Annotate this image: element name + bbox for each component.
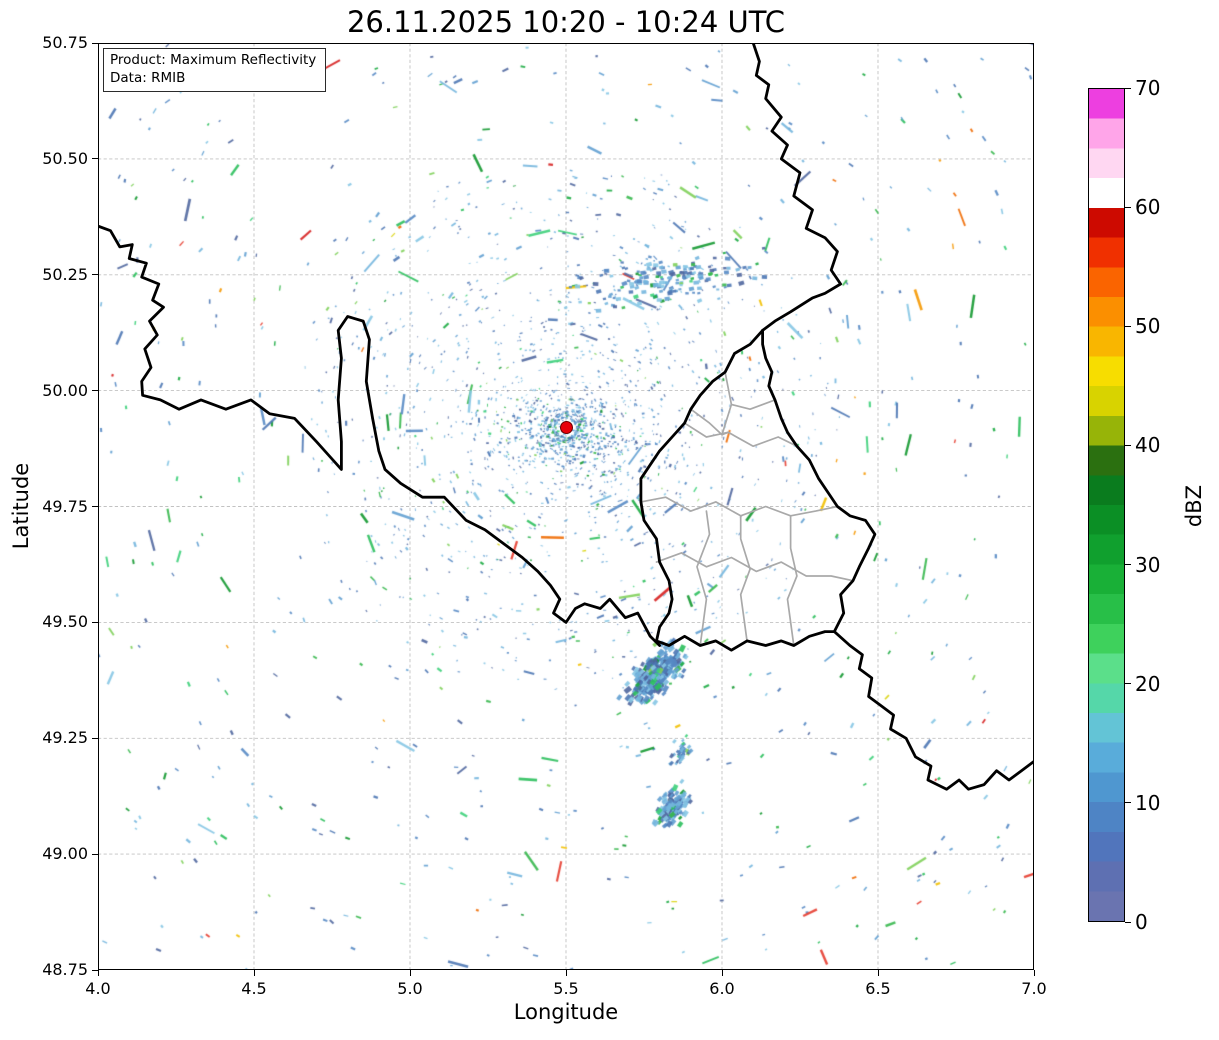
x-tick-label: 5.5 [553,979,579,998]
y-tick-label: 50.50 [42,148,88,168]
x-tick-mark [97,970,99,976]
x-tick-mark [565,970,567,976]
x-tick-mark [721,970,723,976]
x-tick-mark [1033,970,1035,976]
regional-border [689,408,730,436]
national-border [639,329,877,652]
colorbar-tick-label: 10 [1135,790,1161,815]
regional-border [683,422,798,448]
y-tick-mark [92,42,98,44]
map-borders [98,43,1034,791]
y-tick-label: 50.00 [42,380,88,400]
x-tick-label: 5.0 [397,979,423,998]
y-tick-mark [92,506,98,507]
y-tick-mark [92,853,98,855]
colorbar [1088,88,1125,922]
national-border [832,630,1034,791]
colorbar-gradient [1089,89,1124,921]
product-label: Product: Maximum Reflectivity [110,52,317,68]
x-tick-label: 4.5 [241,979,267,998]
regional-border [696,510,711,647]
x-tick-label: 7.0 [1021,979,1047,998]
regional-border [730,399,776,411]
x-tick-mark [253,970,255,976]
data-source-label: Data: RMIB [110,70,186,87]
y-tick-mark [92,390,98,392]
regional-border [655,552,854,582]
plot-area: Product: Maximum Reflectivity Data: RMIB [98,43,1034,970]
y-tick-label: 50.25 [42,264,88,284]
national-border [751,43,842,332]
regional-border [786,514,798,647]
colorbar-tick-label: 70 [1135,76,1161,100]
x-tick-mark [409,970,411,976]
colorbar-tick-mark [1125,325,1131,327]
y-axis-label: Latitude [9,462,33,550]
regional-border [739,514,751,642]
colorbar-tick-label: 50 [1135,314,1161,339]
colorbar-tick-label: 20 [1135,671,1161,696]
colorbar-tick-mark [1125,206,1131,208]
x-tick-mark [877,970,879,976]
colorbar-tick-label: 0 [1135,910,1148,934]
radar-site-marker [559,421,573,435]
x-tick-label: 4.0 [85,979,111,998]
regional-border [721,371,733,436]
x-tick-label: 6.0 [709,979,735,998]
y-tick-mark [92,621,98,623]
y-tick-mark [92,737,98,739]
x-tick-label: 6.5 [865,979,891,998]
x-axis-label: Longitude [513,1000,619,1024]
y-tick-mark [92,969,98,971]
y-tick-label: 49.50 [42,612,88,632]
colorbar-tick-mark [1125,444,1131,446]
chart-title: 26.11.2025 10:20 - 10:24 UTC [346,5,786,39]
colorbar-label: dBZ [1182,484,1206,528]
colorbar-tick-label: 60 [1135,195,1161,220]
radar-echo-layer [98,43,1034,970]
y-tick-label: 49.00 [42,844,88,864]
colorbar-tick-label: 30 [1135,552,1161,577]
national-border [98,224,661,647]
y-tick-mark [92,274,98,276]
colorbar-tick-mark [1125,921,1131,923]
y-tick-label: 48.75 [42,960,88,979]
y-tick-label: 50.75 [42,33,88,52]
regional-border [640,496,839,517]
y-tick-label: 49.25 [42,728,88,748]
product-info-box: Product: Maximum Reflectivity Data: RMIB [103,48,327,93]
y-tick-label: 49.75 [42,496,88,516]
y-tick-mark [92,158,98,160]
colorbar-tick-label: 40 [1135,433,1161,458]
colorbar-tick-mark [1125,564,1131,566]
colorbar-tick-mark [1125,683,1131,685]
colorbar-tick-mark [1125,87,1131,89]
colorbar-tick-mark [1125,802,1131,804]
